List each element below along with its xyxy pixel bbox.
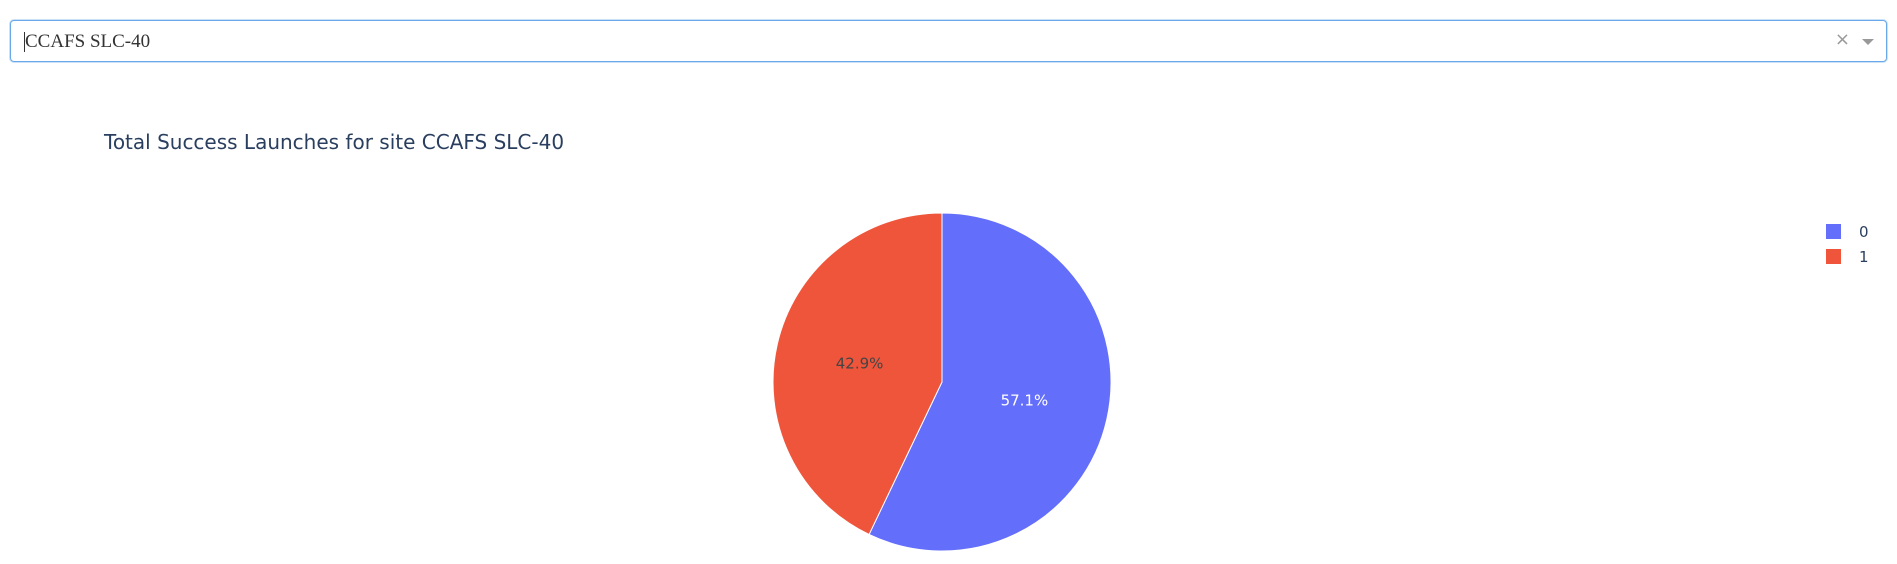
legend-swatch-0 bbox=[1826, 224, 1841, 239]
slice-label-1: 42.9% bbox=[836, 354, 884, 372]
clear-icon[interactable]: × bbox=[1834, 29, 1850, 50]
legend-swatch-1 bbox=[1826, 249, 1841, 264]
text-cursor bbox=[24, 32, 25, 52]
chevron-down-icon[interactable] bbox=[1862, 39, 1874, 45]
pie-slice-0[interactable] bbox=[868, 212, 1112, 552]
legend-item-0[interactable]: 0 bbox=[1826, 223, 1869, 241]
chart-title: Total Success Launches for site CCAFS SL… bbox=[104, 130, 565, 154]
pie-slice-1[interactable] bbox=[772, 212, 943, 536]
launch-site-dropdown[interactable]: CCAFS SLC-40 × bbox=[10, 20, 1887, 62]
slice-label-0: 57.1% bbox=[1001, 392, 1049, 410]
legend-item-1[interactable]: 1 bbox=[1826, 248, 1869, 266]
legend-label-0: 0 bbox=[1859, 223, 1869, 241]
legend-label-1: 1 bbox=[1859, 248, 1869, 266]
dropdown-selected-value: CCAFS SLC-40 bbox=[25, 31, 151, 52]
